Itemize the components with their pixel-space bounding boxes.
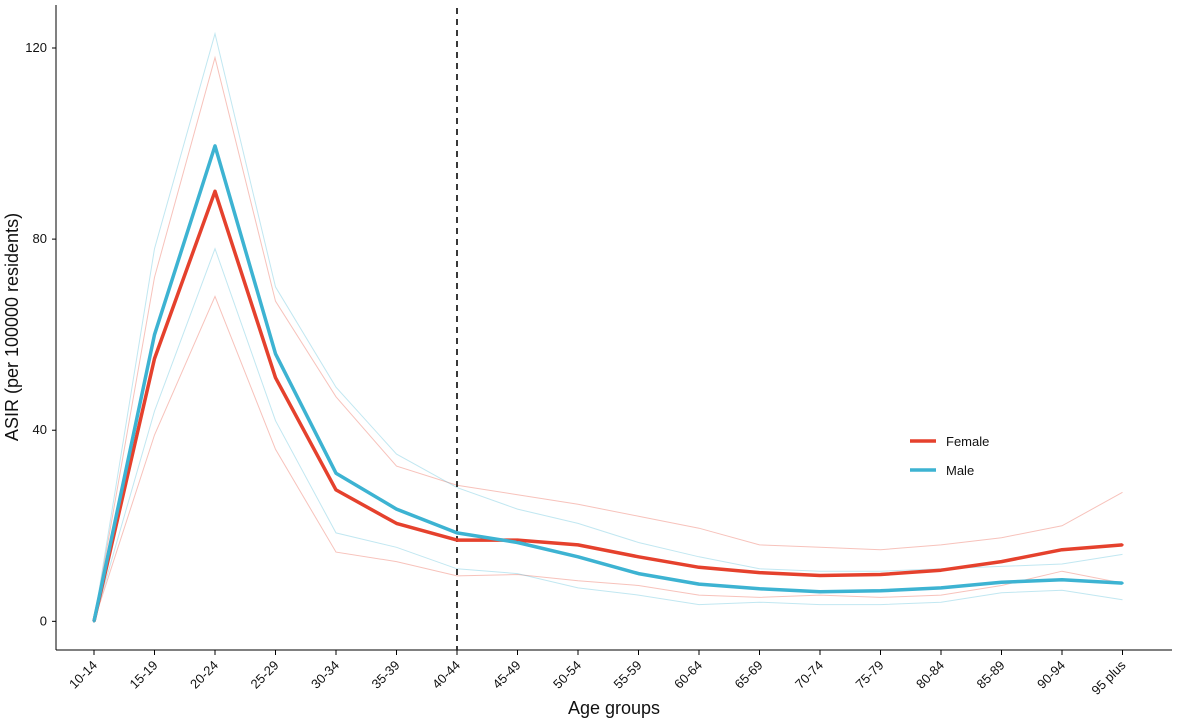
legend: Female Male <box>910 434 989 478</box>
female-point <box>1000 560 1003 563</box>
female-point <box>758 571 761 574</box>
x-tick-label: 85-89 <box>974 658 1008 692</box>
male-point <box>455 531 459 535</box>
y-tick-label: 40 <box>33 422 47 437</box>
female-point <box>153 357 156 360</box>
data-points <box>92 144 1124 623</box>
x-tick-label: 75-79 <box>853 658 887 692</box>
male-point <box>274 352 277 355</box>
x-tick-label: 25-29 <box>248 658 282 692</box>
female-point <box>939 569 943 572</box>
x-tick-label: 15-19 <box>127 658 161 692</box>
legend-label-male: Male <box>946 463 974 478</box>
x-tick-label: 65-69 <box>732 658 766 692</box>
female-point <box>697 566 701 569</box>
legend-label-female: Female <box>946 434 989 449</box>
male-point <box>576 555 580 559</box>
female-lower-bound-line <box>93 295 1123 622</box>
male-point <box>213 144 217 148</box>
female-point <box>1060 548 1064 551</box>
male-point <box>697 582 701 586</box>
male-lower-bound-line <box>93 247 1123 622</box>
series-lines <box>92 144 1123 622</box>
x-tick-label: 90-94 <box>1034 658 1068 692</box>
female-point <box>395 522 398 525</box>
y-axis-title: ASIR (per 100000 residents) <box>2 213 22 441</box>
y-tick-label: 0 <box>40 613 47 628</box>
confidence-bands <box>93 31 1123 622</box>
male-point <box>395 507 398 511</box>
male-point <box>939 586 943 590</box>
legend-item-male: Male <box>910 463 974 478</box>
male-series-line <box>92 144 1123 622</box>
male-point <box>334 472 338 475</box>
x-tick-label: 30-34 <box>308 658 342 692</box>
male-point <box>818 590 822 593</box>
female-point <box>516 538 519 542</box>
x-axis-title: Age groups <box>568 698 660 718</box>
male-point <box>1121 581 1124 585</box>
y-tick-label: 120 <box>25 40 47 55</box>
x-tick-label: 55-59 <box>611 658 645 692</box>
x-tick-label: 50-54 <box>550 658 584 692</box>
x-tick-label: 80-84 <box>913 658 947 692</box>
y-tick-label: 80 <box>33 231 47 246</box>
female-upper-bound-line <box>93 55 1123 622</box>
female-point <box>334 488 338 492</box>
y-ticks: 0 40 80 120 <box>25 40 56 628</box>
male-point <box>879 589 882 592</box>
x-tick-label: 10-14 <box>66 658 100 692</box>
x-tick-label: 45-49 <box>490 658 524 692</box>
male-point <box>637 572 640 575</box>
female-point <box>274 376 277 379</box>
male-upper-bound-line <box>93 31 1123 622</box>
x-tick-label: 95 plus <box>1088 657 1129 698</box>
axes <box>55 5 1172 651</box>
male-point <box>92 620 96 623</box>
x-tick-label: 60-64 <box>671 658 705 692</box>
female-point <box>1121 543 1124 547</box>
female-point <box>818 574 822 577</box>
male-point <box>1060 578 1064 581</box>
female-series-line <box>92 189 1123 622</box>
legend-item-female: Female <box>910 434 989 449</box>
female-point <box>576 543 580 547</box>
x-ticks: 10-14 15-19 20-24 25-29 30-34 35-39 40-44 45-49… <box>66 650 1129 698</box>
female-point <box>213 190 217 193</box>
male-point <box>758 587 761 591</box>
female-point <box>879 573 882 576</box>
female-point <box>455 538 459 542</box>
x-tick-label: 40-44 <box>429 658 463 692</box>
male-point <box>153 333 156 336</box>
female-point <box>637 555 640 559</box>
x-tick-label: 20-24 <box>187 658 221 692</box>
x-tick-label: 35-39 <box>369 658 403 692</box>
x-tick-label: 70-74 <box>792 658 826 692</box>
male-point <box>1000 580 1003 584</box>
male-point <box>516 541 519 544</box>
